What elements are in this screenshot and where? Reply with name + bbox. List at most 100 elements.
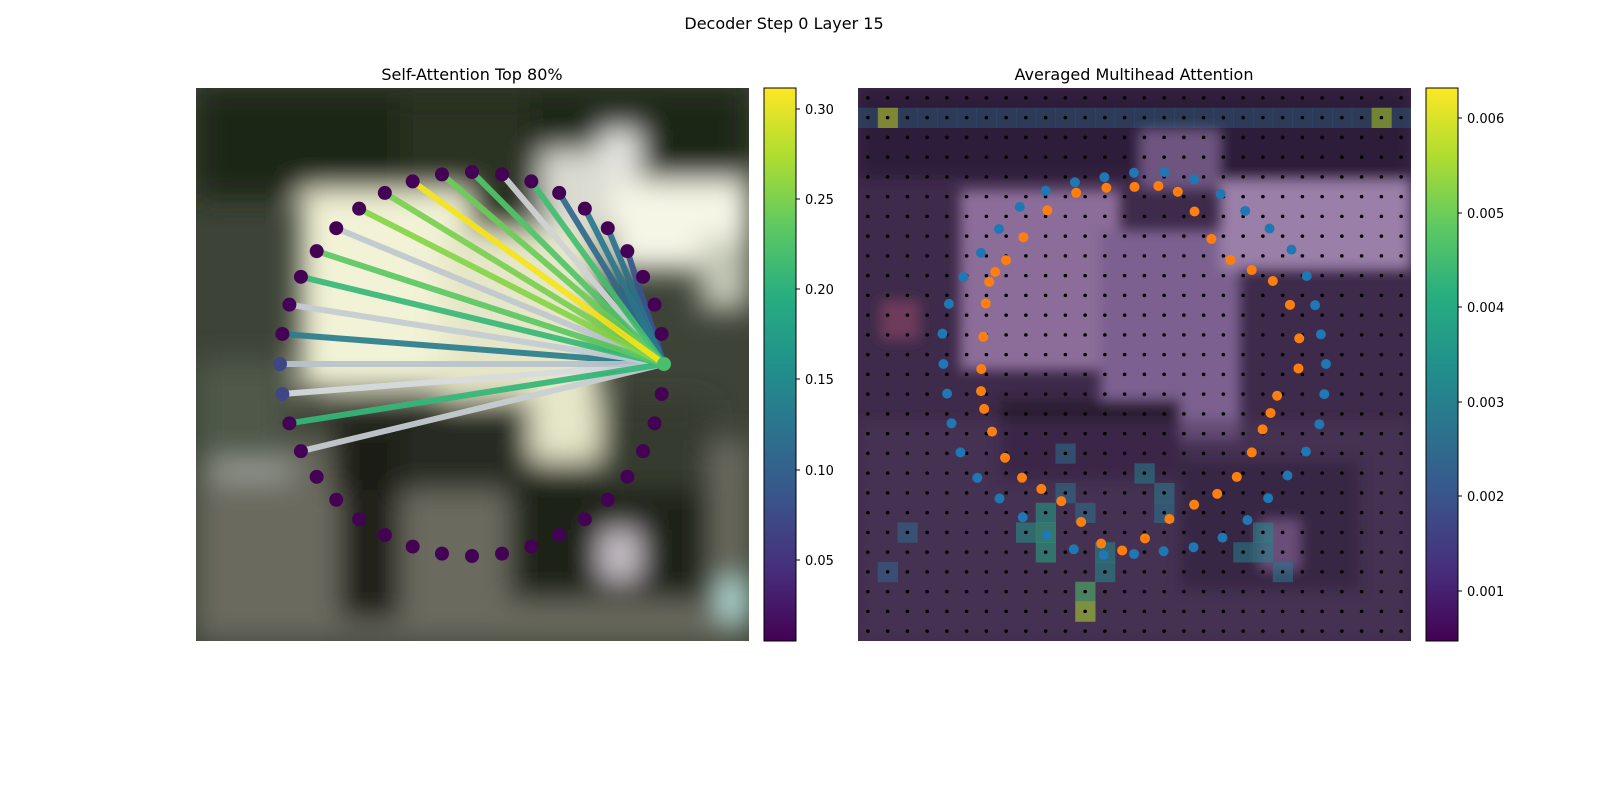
grid-dot	[1340, 333, 1344, 337]
grid-dot	[984, 491, 989, 495]
grid-dot	[984, 155, 989, 159]
grid-dot	[1340, 392, 1344, 396]
grid-dot	[1359, 175, 1364, 179]
grid-dot	[1359, 313, 1364, 317]
grid-dot	[1399, 412, 1403, 416]
grid-dot	[1221, 589, 1226, 594]
grid-dot	[1024, 372, 1028, 377]
grid-dot	[1043, 214, 1048, 219]
blue-point	[1242, 515, 1253, 526]
grid-dot	[1083, 491, 1087, 495]
grid-dot	[1300, 194, 1305, 199]
grid-dot	[1083, 431, 1087, 436]
grid-dot	[1359, 372, 1364, 377]
attention-node	[434, 546, 449, 561]
grid-dot	[885, 155, 890, 159]
grid-dot	[1182, 589, 1186, 594]
attention-node	[552, 528, 567, 543]
grid-dot	[1359, 333, 1364, 337]
grid-dot	[1201, 471, 1206, 475]
grid-dot	[1340, 293, 1344, 298]
grid-dot	[1122, 431, 1127, 436]
grid-dot	[1043, 510, 1048, 515]
grid-dot	[945, 451, 949, 456]
grid-dot	[964, 510, 969, 515]
grid-dot	[1359, 530, 1364, 535]
grid-dot	[1241, 431, 1245, 436]
grid-dot	[1083, 194, 1087, 199]
grid-dot	[1122, 372, 1127, 377]
grid-dot	[925, 313, 929, 317]
grid-dot	[925, 293, 929, 298]
grid-dot	[885, 510, 890, 515]
grid-dot	[1004, 352, 1008, 357]
grid-dot	[1300, 609, 1305, 614]
grid-dot	[1024, 254, 1028, 258]
grid-dot	[1122, 412, 1127, 416]
attention-edge	[288, 301, 665, 367]
grid-dot	[1340, 135, 1344, 140]
grid-dot	[1024, 333, 1028, 337]
grid-dot	[1359, 155, 1364, 159]
grid-dot	[905, 550, 910, 554]
grid-dot	[1142, 194, 1147, 199]
grid-dot	[1221, 629, 1226, 633]
blue-point	[1321, 359, 1331, 369]
blue-point	[937, 328, 948, 339]
grid-dot	[1261, 550, 1265, 554]
grid-dot	[1024, 550, 1028, 554]
grid-dot	[1063, 431, 1068, 436]
blue-point	[1286, 244, 1297, 255]
grid-dot	[945, 412, 949, 416]
grid-dot	[1261, 491, 1265, 495]
grid-dot	[964, 589, 969, 594]
grid-dot	[1063, 135, 1068, 140]
grid-dot	[1182, 570, 1186, 574]
grid-dot	[1083, 589, 1087, 594]
attention-node	[654, 387, 669, 402]
grid-dot	[1261, 471, 1265, 475]
grid-dot	[1300, 471, 1305, 475]
grid-dot	[1280, 194, 1285, 199]
orange-point	[1293, 363, 1304, 374]
grid-dot	[1063, 155, 1068, 159]
grid-dot	[1379, 352, 1384, 357]
grid-dot	[1063, 550, 1068, 554]
grid-dot	[984, 550, 989, 554]
orange-point	[1189, 499, 1200, 510]
grid-dot	[1103, 313, 1107, 317]
grid-dot	[984, 530, 989, 535]
grid-dot	[1300, 510, 1305, 515]
grid-dot	[1379, 629, 1384, 633]
attention-node	[552, 185, 567, 200]
grid-dot	[1122, 491, 1127, 495]
grid-dot	[1182, 194, 1186, 199]
grid-dot	[1004, 155, 1008, 159]
grid-dot	[1280, 629, 1285, 633]
orange-point	[1129, 181, 1140, 192]
blue-point	[1301, 270, 1312, 281]
blue-point	[946, 418, 957, 429]
grid-dot	[1280, 412, 1285, 416]
grid-dot	[1024, 392, 1028, 396]
blue-point	[1188, 542, 1199, 553]
grid-dot	[1201, 491, 1206, 495]
orange-point	[1246, 447, 1257, 458]
grid-dot	[1063, 491, 1068, 495]
grid-dot	[1103, 333, 1107, 337]
grid-dot	[905, 609, 910, 614]
grid-dot	[1280, 570, 1285, 574]
grid-dot	[1399, 491, 1403, 495]
grid-dot	[1241, 629, 1245, 633]
attention-edges	[280, 169, 667, 455]
left-colorbar-tick-1: 0.10	[805, 464, 834, 479]
grid-dot	[1399, 510, 1403, 515]
grid-dot	[1122, 570, 1127, 574]
grid-dot	[1320, 510, 1324, 515]
grid-dot	[1004, 570, 1008, 574]
grid-dot	[1201, 352, 1206, 357]
grid-dot	[1201, 372, 1206, 377]
grid-dot	[964, 451, 969, 456]
grid-dot	[1083, 609, 1087, 614]
grid-dot	[1280, 431, 1285, 436]
